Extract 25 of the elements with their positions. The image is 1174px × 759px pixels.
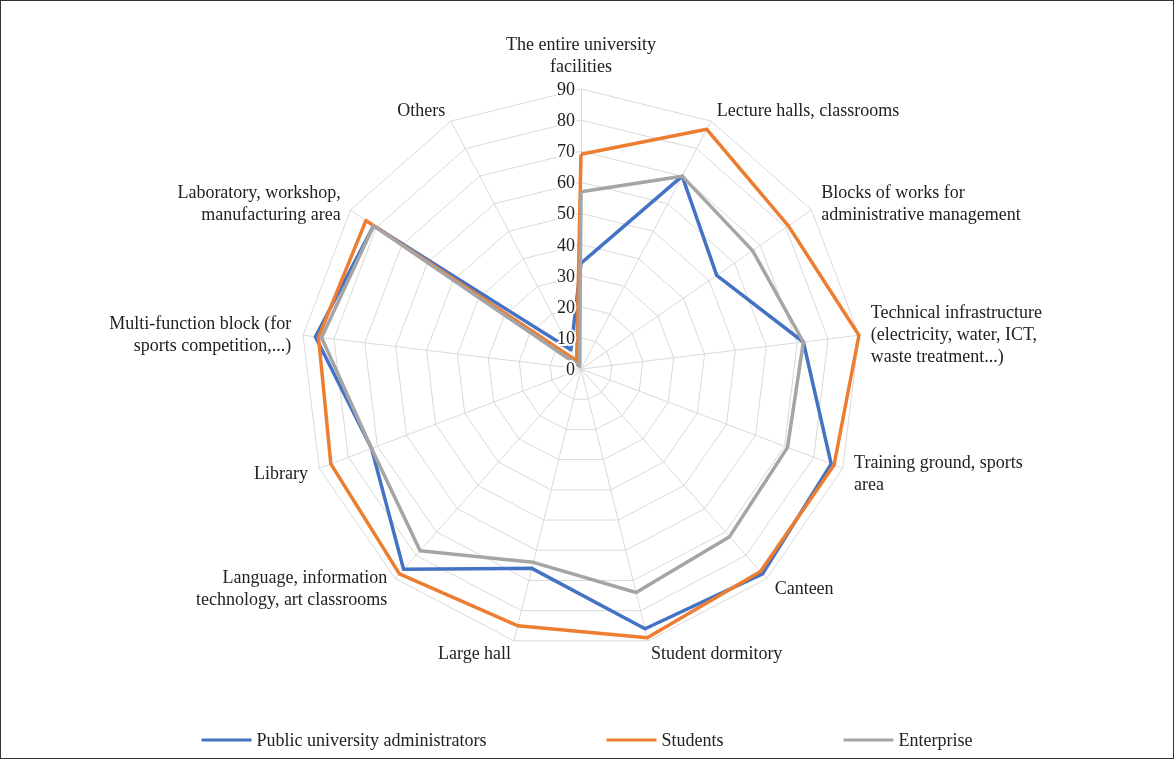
spoke-label: Student dormitory: [650, 642, 783, 663]
legend-label: Enterprise: [898, 730, 973, 750]
spoke-label: Multi-function block (for sports competition,...): [109, 312, 292, 356]
spoke-label: Language, information technology, art classrooms: [196, 566, 388, 609]
y-tick-label: 80: [557, 110, 575, 131]
y-tick-label: 0: [566, 359, 575, 379]
y-tick-label: 90: [557, 79, 575, 99]
y-tick-label: 40: [557, 234, 575, 255]
spoke-label: Training ground, sports area: [854, 451, 1023, 494]
spoke-label: Library: [253, 462, 308, 483]
y-tick-label: 20: [557, 296, 575, 317]
spoke-label: Canteen: [774, 577, 834, 598]
y-tick-label: 60: [557, 172, 575, 193]
spoke-label: Large hall: [437, 642, 512, 663]
legend-label: Public university administrators: [256, 730, 487, 750]
legend-label: Students: [661, 730, 724, 750]
spoke-label: Blocks of works for administrative management: [821, 182, 1021, 225]
spoke-label: The entire university facilities: [506, 34, 656, 76]
y-tick-label: 30: [557, 265, 575, 286]
y-tick-label: 50: [557, 203, 575, 224]
spoke-label: Lecture halls, classrooms: [716, 100, 900, 121]
spoke-label: Laboratory, workshop, manufacturing area: [177, 182, 341, 225]
spoke-label: Technical infrastructure (electricity, water, ICT, waste treatment...): [870, 301, 1043, 367]
y-tick-label: 70: [557, 141, 575, 162]
spoke-label: Others: [397, 100, 446, 121]
